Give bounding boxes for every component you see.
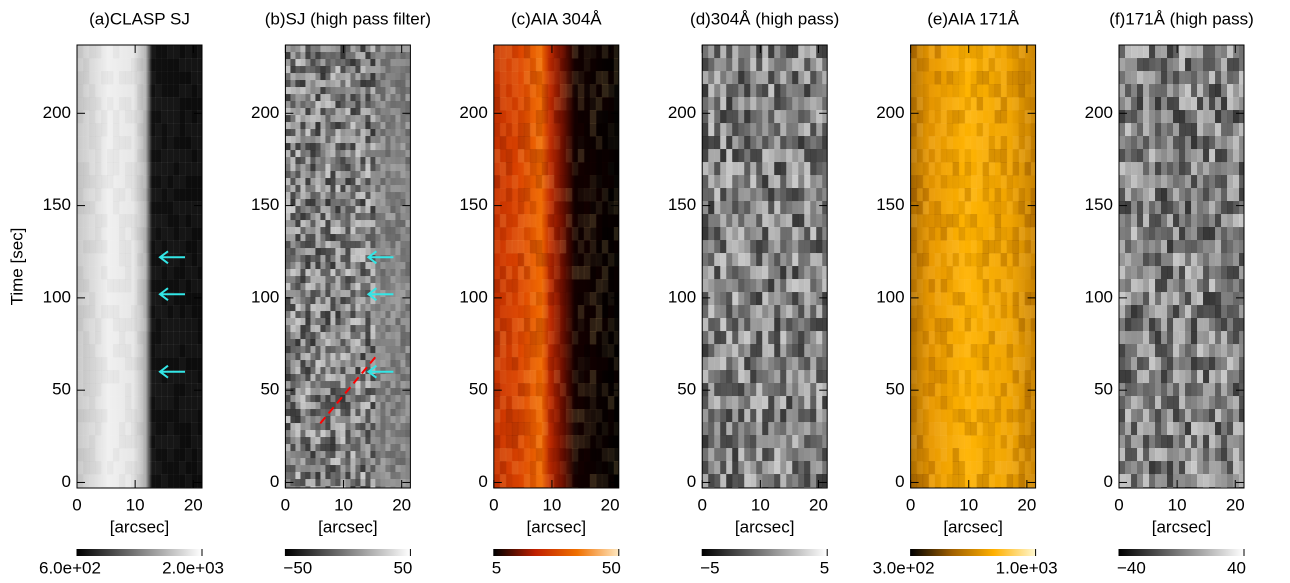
image-texture [77,45,204,501]
image-texture [702,45,829,501]
panel-title: (e)AIA 171Å [927,9,1019,28]
y-tick-label: 150 [43,195,71,214]
y-tick-label: 0 [270,472,279,491]
colorbar-tick-label: 3.0e+02 [873,558,935,577]
x-tick-label: 20 [809,495,828,514]
y-tick-label: 150 [1085,195,1113,214]
y-tick-label: 0 [1104,472,1113,491]
x-tick-label: 20 [184,495,203,514]
panel-title: (b)SJ (high pass filter) [265,9,431,28]
y-tick-label: 50 [469,380,488,399]
x-axis-label: [arcsec] [527,517,587,536]
panel: (b)SJ (high pass filter)0102005010015020… [251,9,431,577]
x-axis-label: [arcsec] [943,517,1003,536]
x-tick-label: 10 [751,495,770,514]
colorbar-tick-label: 5 [820,558,829,577]
y-tick-label: 100 [876,287,904,306]
y-tick-label: 50 [260,380,279,399]
y-tick-label: 0 [895,472,904,491]
x-tick-label: 10 [126,495,145,514]
colorbar-tick-label: −5 [700,558,719,577]
x-tick-label: 20 [392,495,411,514]
colorbar-tick-label: 40 [1227,558,1246,577]
y-tick-label: 200 [668,103,696,122]
panel-title: (f)171Å (high pass) [1109,9,1254,28]
panel-title: (a)CLASP SJ [89,9,190,28]
x-tick-label: 10 [959,495,978,514]
y-tick-label: 150 [251,195,279,214]
x-tick-label: 20 [601,495,620,514]
x-axis-label: [arcsec] [318,517,378,536]
y-tick-label: 100 [251,287,279,306]
panel: (f)171Å (high pass)01020050100150200[arc… [1085,9,1254,577]
panel: (c)AIA 304Å01020050100150200[arcsec]550 [459,9,620,577]
y-tick-label: 100 [43,287,71,306]
y-tick-label: 200 [876,103,904,122]
colorbar-tick-label: 50 [602,558,621,577]
panel: (e)AIA 171Å01020050100150200[arcsec]3.0e… [873,9,1058,577]
colorbar [494,549,619,556]
x-tick-label: 0 [1114,495,1123,514]
image-texture [911,45,1038,501]
y-tick-label: 50 [52,380,71,399]
colorbar [1119,549,1244,556]
y-tick-label: 100 [668,287,696,306]
colorbar [911,549,1036,556]
colorbar [702,549,827,556]
colorbar-tick-label: −50 [283,558,312,577]
panel: (a)CLASP SJ01020050100150200[arcsec]Time… [7,9,224,577]
y-tick-label: 0 [687,472,696,491]
colorbar-tick-label: 50 [393,558,412,577]
x-tick-label: 0 [72,495,81,514]
colorbar-tick-label: 2.0e+03 [162,558,224,577]
panel-title: (c)AIA 304Å [511,9,602,28]
y-tick-label: 50 [886,380,905,399]
y-tick-label: 150 [459,195,487,214]
y-tick-label: 100 [459,287,487,306]
x-tick-label: 10 [542,495,561,514]
image-texture [285,45,411,494]
y-tick-label: 50 [677,380,696,399]
y-axis-label: Time [sec] [7,228,26,306]
y-tick-label: 150 [668,195,696,214]
x-tick-label: 0 [697,495,706,514]
colorbar-tick-label: 6.0e+02 [39,558,101,577]
y-tick-label: 150 [876,195,904,214]
x-tick-label: 20 [1226,495,1245,514]
y-tick-label: 0 [478,472,487,491]
x-tick-label: 10 [334,495,353,514]
y-tick-label: 100 [1085,287,1113,306]
y-tick-label: 0 [62,472,71,491]
y-tick-label: 200 [459,103,487,122]
x-axis-label: [arcsec] [110,517,170,536]
y-tick-label: 50 [1094,380,1113,399]
image-texture [494,45,621,501]
colorbar-tick-label: −40 [1117,558,1146,577]
colorbar-tick-label: 5 [492,558,501,577]
x-tick-label: 20 [1017,495,1036,514]
x-tick-label: 0 [906,495,915,514]
y-tick-label: 200 [1085,103,1113,122]
image-texture [1119,45,1246,501]
x-axis-label: [arcsec] [735,517,795,536]
colorbar [77,549,202,556]
y-tick-label: 200 [251,103,279,122]
x-tick-label: 10 [1168,495,1187,514]
colorbar [285,549,410,556]
y-tick-label: 200 [43,103,71,122]
x-tick-label: 0 [281,495,290,514]
colorbar-tick-label: 1.0e+03 [996,558,1058,577]
panel-title: (d)304Å (high pass) [690,9,839,28]
panel: (d)304Å (high pass)01020050100150200[arc… [668,9,840,577]
x-axis-label: [arcsec] [1152,517,1212,536]
x-tick-label: 0 [489,495,498,514]
